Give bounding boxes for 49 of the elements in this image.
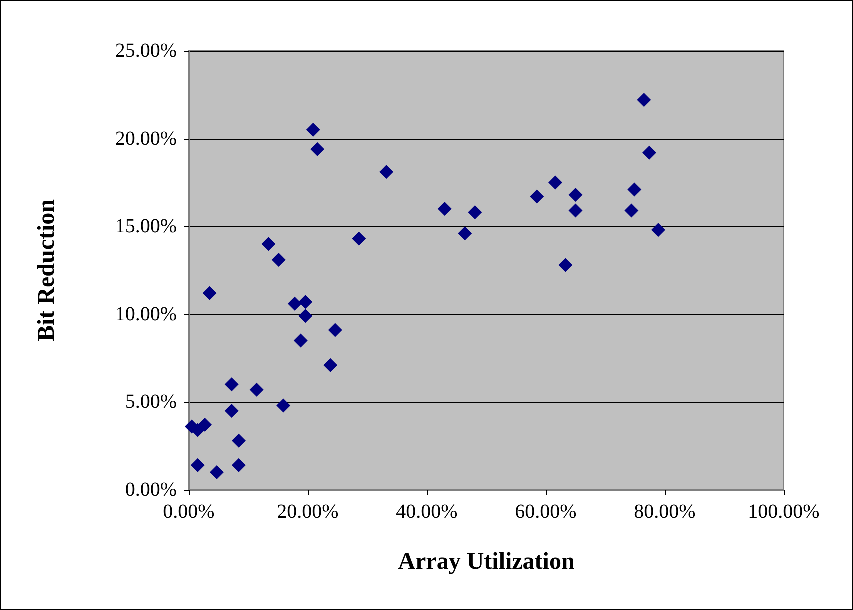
- x-tick-label: 100.00%: [748, 501, 820, 523]
- point: [262, 237, 276, 252]
- y-tick-label: 5.00%: [125, 391, 177, 414]
- point: [232, 458, 246, 472]
- point: [324, 358, 338, 372]
- point: [306, 123, 320, 138]
- point: [198, 418, 212, 432]
- point: [288, 296, 302, 311]
- point: [328, 323, 342, 338]
- point: [190, 458, 205, 472]
- x-tick-label: 80.00%: [634, 501, 696, 523]
- point: [568, 204, 583, 218]
- point: [210, 465, 224, 480]
- point: [272, 252, 286, 267]
- x-tick-label: 20.00%: [277, 501, 339, 523]
- point: [224, 378, 239, 392]
- point: [558, 258, 573, 272]
- point: [548, 176, 563, 190]
- y-tick-label: 25.00%: [115, 40, 177, 62]
- y-tick-label: 10.00%: [115, 303, 177, 326]
- point: [380, 165, 394, 180]
- point: [310, 142, 325, 156]
- point: [468, 206, 482, 220]
- point: [298, 309, 313, 324]
- x-axis-title: Array Utilization: [398, 549, 575, 575]
- x-tick-label: 60.00%: [515, 501, 577, 523]
- point: [624, 204, 639, 218]
- x-tick-label: 40.00%: [396, 501, 458, 523]
- y-tick-label: 0.00%: [125, 479, 177, 501]
- point: [438, 202, 452, 216]
- y-tick-label: 15.00%: [115, 216, 177, 238]
- x-tick-label: 0.00%: [163, 501, 215, 523]
- point: [628, 182, 642, 197]
- point: [352, 232, 366, 246]
- point: [568, 188, 583, 202]
- point: [298, 295, 313, 310]
- y-tick-label: 20.00%: [115, 128, 177, 150]
- point: [276, 398, 291, 413]
- point: [224, 404, 239, 418]
- point: [202, 286, 217, 300]
- point: [637, 93, 652, 108]
- point: [458, 226, 472, 241]
- point: [642, 146, 657, 160]
- point: [651, 223, 666, 238]
- point: [530, 190, 544, 204]
- point: [232, 434, 246, 448]
- point: [250, 382, 264, 397]
- point: [294, 334, 308, 348]
- y-axis-title: Bit Reduction: [34, 199, 60, 342]
